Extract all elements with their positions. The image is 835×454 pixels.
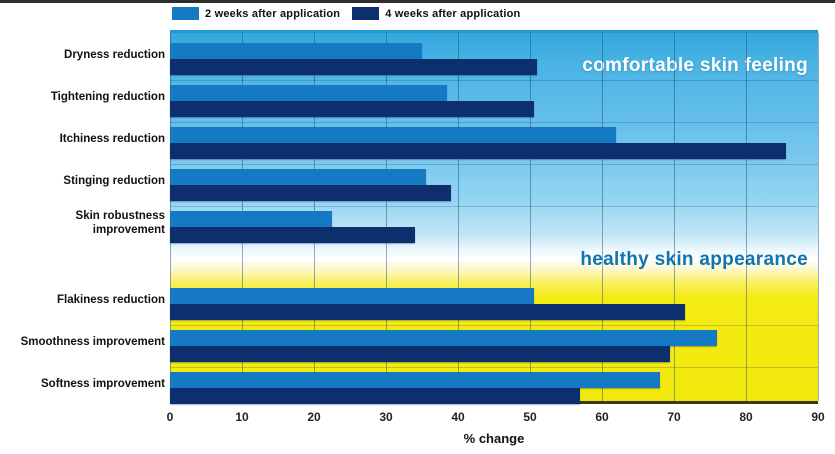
- section-title-comfortable-skin-feeling: comfortable skin feeling: [582, 55, 808, 76]
- legend: 2 weeks after application 4 weeks after …: [172, 7, 520, 20]
- bar-itchiness-reduction-2-weeks: [170, 127, 617, 143]
- bar-flakiness-reduction-4-weeks: [170, 304, 685, 320]
- bar-itchiness-reduction-4-weeks: [170, 143, 786, 159]
- plot-area: comfortable skin feeling healthy skin ap…: [169, 30, 819, 404]
- x-tick-label-90: 90: [811, 410, 825, 424]
- bar-softness-improvement-4-weeks: [170, 388, 581, 404]
- bar-skin-robustness-improvement-4-weeks: [170, 227, 415, 243]
- x-gridline-50: [529, 33, 531, 401]
- bar-stinging-reduction-2-weeks: [170, 169, 426, 185]
- x-axis-title: % change: [463, 431, 525, 446]
- legend-swatch-4-weeks: [352, 7, 380, 20]
- row-separator: [170, 206, 818, 207]
- bar-skin-robustness-improvement-2-weeks: [170, 211, 332, 227]
- row-separator: [170, 80, 818, 81]
- bar-dryness-reduction-4-weeks: [170, 59, 538, 75]
- bar-softness-improvement-2-weeks: [170, 372, 660, 388]
- legend-label-2-weeks: 2 weeks after application: [205, 7, 341, 20]
- category-label-smoothness-improvement: Smoothness improvement: [20, 336, 165, 349]
- bar-dryness-reduction-2-weeks: [170, 43, 422, 59]
- row-separator: [170, 122, 818, 123]
- legend-label-4-weeks: 4 weeks after application: [385, 7, 521, 20]
- bar-stinging-reduction-4-weeks: [170, 185, 451, 201]
- x-tick-label-60: 60: [595, 410, 609, 424]
- x-tick-label-20: 20: [307, 410, 321, 424]
- category-label-skin-robustness-improvement: Skin robustness improvement: [75, 210, 165, 236]
- bar-flakiness-reduction-2-weeks: [170, 288, 534, 304]
- x-tick-label-50: 50: [523, 410, 537, 424]
- row-separator: [170, 325, 818, 326]
- x-tick-label-70: 70: [667, 410, 681, 424]
- category-label-flakiness-reduction: Flakiness reduction: [56, 294, 165, 307]
- category-label-softness-improvement: Softness improvement: [41, 378, 165, 391]
- row-separator: [170, 164, 818, 165]
- legend-swatch-2-weeks: [172, 7, 199, 20]
- section-title-healthy-skin-appearance: healthy skin appearance: [580, 249, 808, 270]
- x-gridline-40: [457, 33, 459, 401]
- x-tick-label-30: 30: [379, 410, 393, 424]
- category-label-tightening-reduction: Tightening reduction: [50, 91, 165, 104]
- x-gridline-90: [817, 33, 819, 401]
- bar-tightening-reduction-2-weeks: [170, 85, 448, 101]
- x-tick-label-40: 40: [451, 410, 465, 424]
- category-label-stinging-reduction: Stinging reduction: [63, 175, 165, 188]
- x-tick-label-80: 80: [739, 410, 753, 424]
- bar-smoothness-improvement-2-weeks: [170, 330, 718, 346]
- x-gridline-70: [673, 33, 675, 401]
- top-divider-line: [0, 0, 835, 3]
- legend-item-4-weeks: 4 weeks after application: [352, 7, 520, 20]
- x-tick-label-10: 10: [235, 410, 249, 424]
- row-separator: [170, 367, 818, 368]
- x-gridline-60: [601, 33, 603, 401]
- category-label-dryness-reduction: Dryness reduction: [64, 49, 165, 62]
- x-tick-label-0: 0: [166, 410, 174, 424]
- bar-smoothness-improvement-4-weeks: [170, 346, 671, 362]
- x-gridline-30: [385, 33, 387, 401]
- bar-tightening-reduction-4-weeks: [170, 101, 534, 117]
- legend-item-2-weeks: 2 weeks after application: [172, 7, 340, 20]
- x-gridline-80: [745, 33, 747, 401]
- category-label-itchiness-reduction: Itchiness reduction: [59, 133, 165, 146]
